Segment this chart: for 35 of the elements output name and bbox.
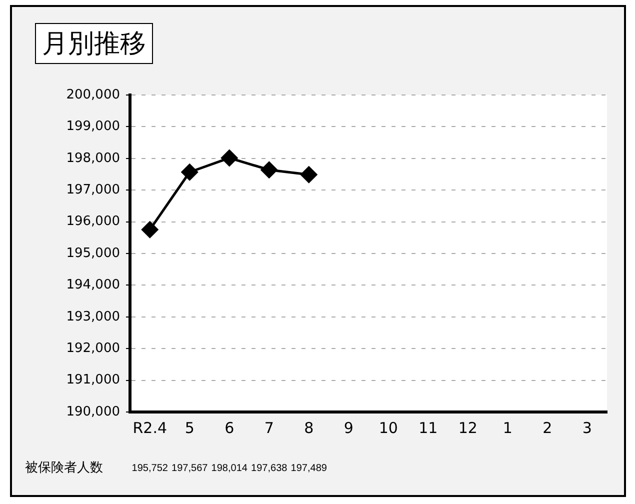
y-tick-label: 200,000 <box>66 87 120 102</box>
y-tick-label: 192,000 <box>66 340 120 356</box>
point <box>260 162 278 178</box>
point <box>142 221 158 238</box>
point <box>181 164 198 180</box>
y-tick-label: 196,000 <box>66 214 120 230</box>
point <box>221 150 238 166</box>
y-tick-label: 199,000 <box>66 119 120 134</box>
y-tick-label: 197,000 <box>66 182 120 198</box>
x-tick-label: 11 <box>418 418 438 437</box>
x-tick-label: 1 <box>502 418 512 437</box>
y-tick-label: 193,000 <box>66 309 120 324</box>
y-tick-label: 191,000 <box>66 372 120 388</box>
x-tick-label: 10 <box>378 418 398 437</box>
data-label: 197,489 <box>290 462 328 474</box>
x-tick-label: 7 <box>264 418 274 437</box>
y-tick-label: 190,000 <box>66 404 120 420</box>
x-tick-label: 6 <box>224 418 234 437</box>
x-tick-label: 9 <box>344 418 354 437</box>
point <box>300 166 318 183</box>
data-label: 197,638 <box>251 462 288 474</box>
x-tick-label: R2.4 <box>132 418 168 437</box>
data-label: 198,014 <box>211 462 248 474</box>
x-tick-label: 3 <box>582 418 592 437</box>
data-label: 197,567 <box>172 462 208 474</box>
data-label: 195,752 <box>132 462 168 474</box>
x-tick-label: 8 <box>304 418 314 437</box>
x-tick-label: 2 <box>542 418 552 437</box>
chart-title: 月別推移 <box>35 23 153 64</box>
y-tick-label: 194,000 <box>66 278 120 293</box>
y-tick-label: 198,000 <box>66 150 120 166</box>
x-tick-label: 12 <box>458 418 478 437</box>
y-tick-label: 195,000 <box>66 246 120 261</box>
x-tick-label: 5 <box>184 418 194 437</box>
text: 被保険者人数 <box>25 460 103 476</box>
